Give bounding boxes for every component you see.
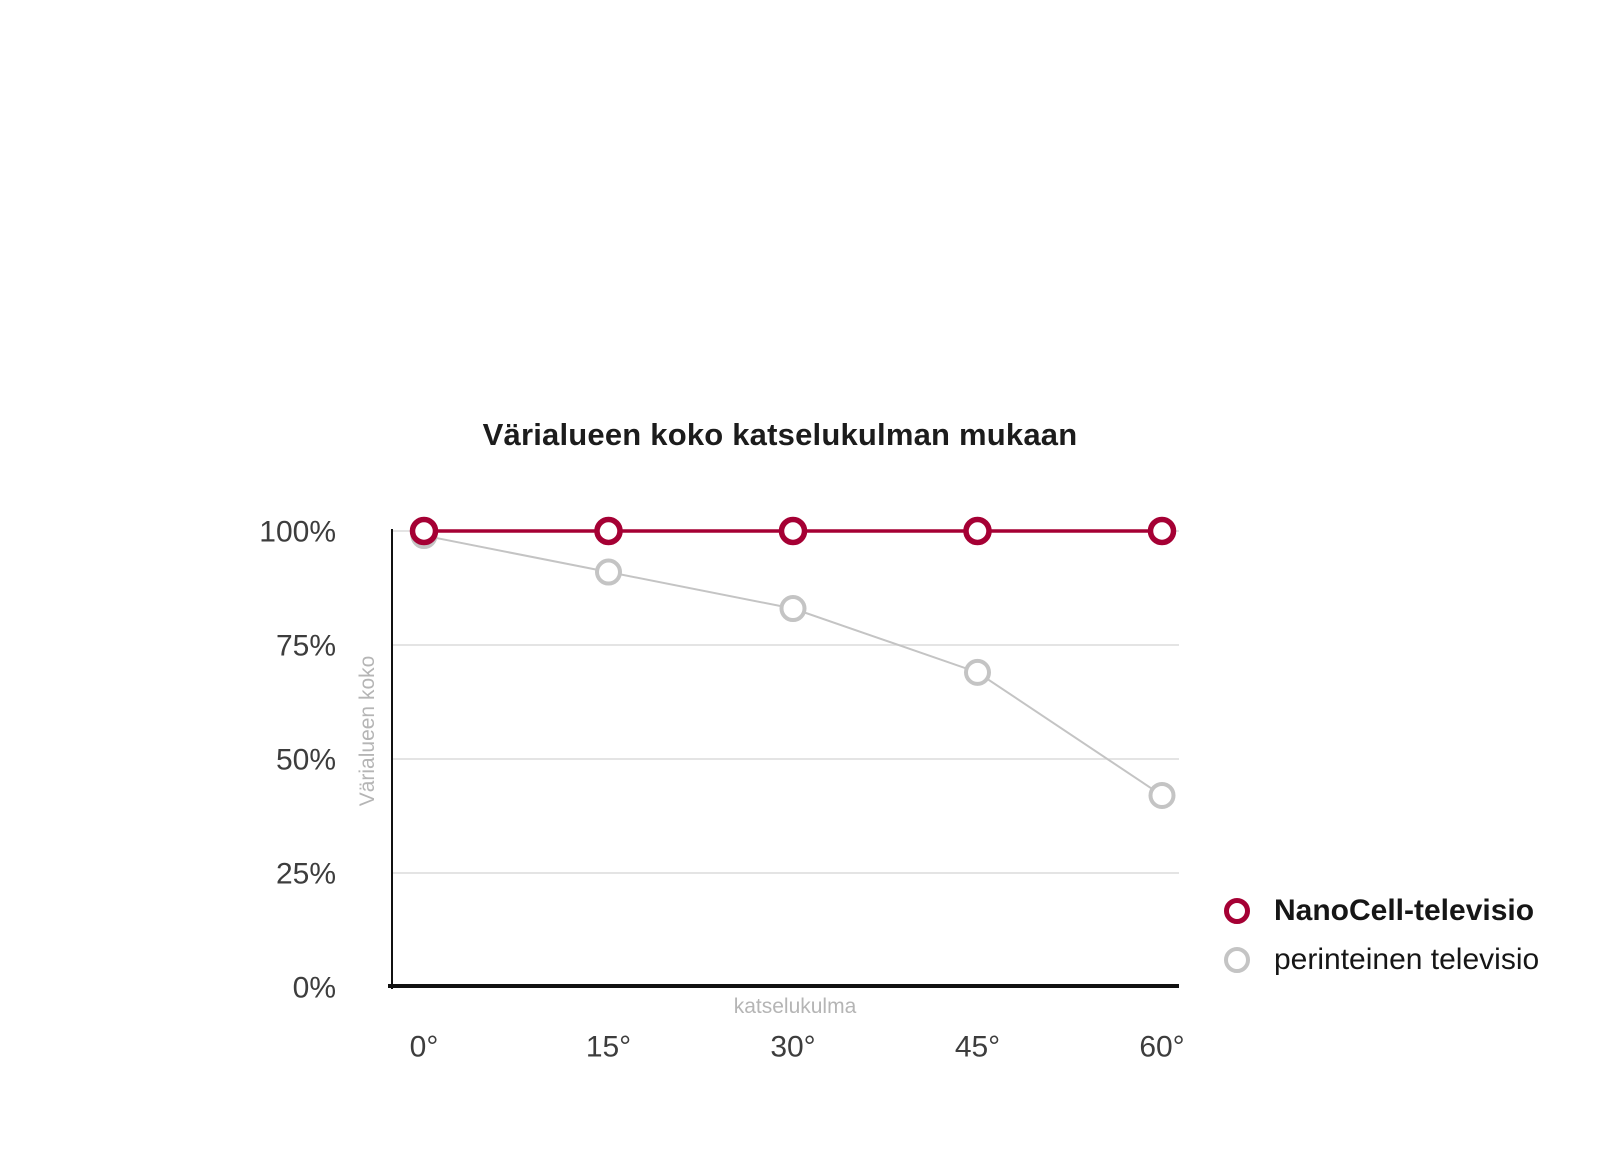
y-tick-label-25: 25% [276, 858, 336, 891]
x-tick-label-2: 30° [770, 1031, 815, 1064]
data-point-perinteinen-45° [964, 658, 991, 686]
data-point-perinteinen-15° [595, 558, 622, 586]
legend: NanoCell-televisio perinteinen televisio [1224, 893, 1539, 977]
gridlines [392, 530, 1179, 874]
x-tick-label-1: 15° [586, 1031, 631, 1064]
series-layer [409, 516, 1177, 809]
x-tick-label-4: 60° [1139, 1031, 1184, 1064]
legend-item-nanocell: NanoCell-televisio [1224, 893, 1539, 928]
y-tick-label-75: 75% [276, 630, 336, 663]
y-tick-label-0: 0% [293, 972, 336, 1005]
data-point-perinteinen-30° [779, 595, 807, 623]
axes [388, 529, 1179, 989]
x-tick-label-0: 0° [410, 1031, 439, 1064]
data-point-nanocell-45° [963, 516, 992, 546]
y-tick-label-50: 50% [276, 744, 336, 777]
data-point-nanocell-0° [409, 516, 439, 546]
y-tick-labels: 0% 25% 50% 75% 100% [259, 516, 336, 1005]
series-perinteinen [410, 522, 1176, 809]
data-point-perinteinen-60° [1148, 781, 1176, 809]
series-nanocell [409, 516, 1177, 546]
perinteinen-series-marker-icon [1224, 946, 1250, 973]
x-tick-labels: 0° 15° 30° 45° 60° [410, 1031, 1185, 1064]
x-axis-title: katselukulma [734, 995, 857, 1018]
y-axis-title: Värialueen koko [356, 656, 379, 807]
legend-item-perinteinen: perinteinen televisio [1224, 942, 1539, 977]
legend-label-perinteinen: perinteinen televisio [1274, 942, 1540, 976]
x-tick-label-3: 45° [955, 1031, 1000, 1064]
data-point-nanocell-15° [594, 516, 623, 546]
data-point-nanocell-30° [778, 516, 808, 546]
series-line-perinteinen [423, 534, 1163, 797]
nanocell-series-marker-icon [1224, 897, 1250, 924]
legend-label-nanocell: NanoCell-televisio [1274, 893, 1535, 927]
y-tick-label-100: 100% [259, 516, 336, 549]
data-point-nanocell-60° [1147, 516, 1177, 546]
chart-title: Värialueen koko katselukulman mukaan [482, 417, 1078, 452]
